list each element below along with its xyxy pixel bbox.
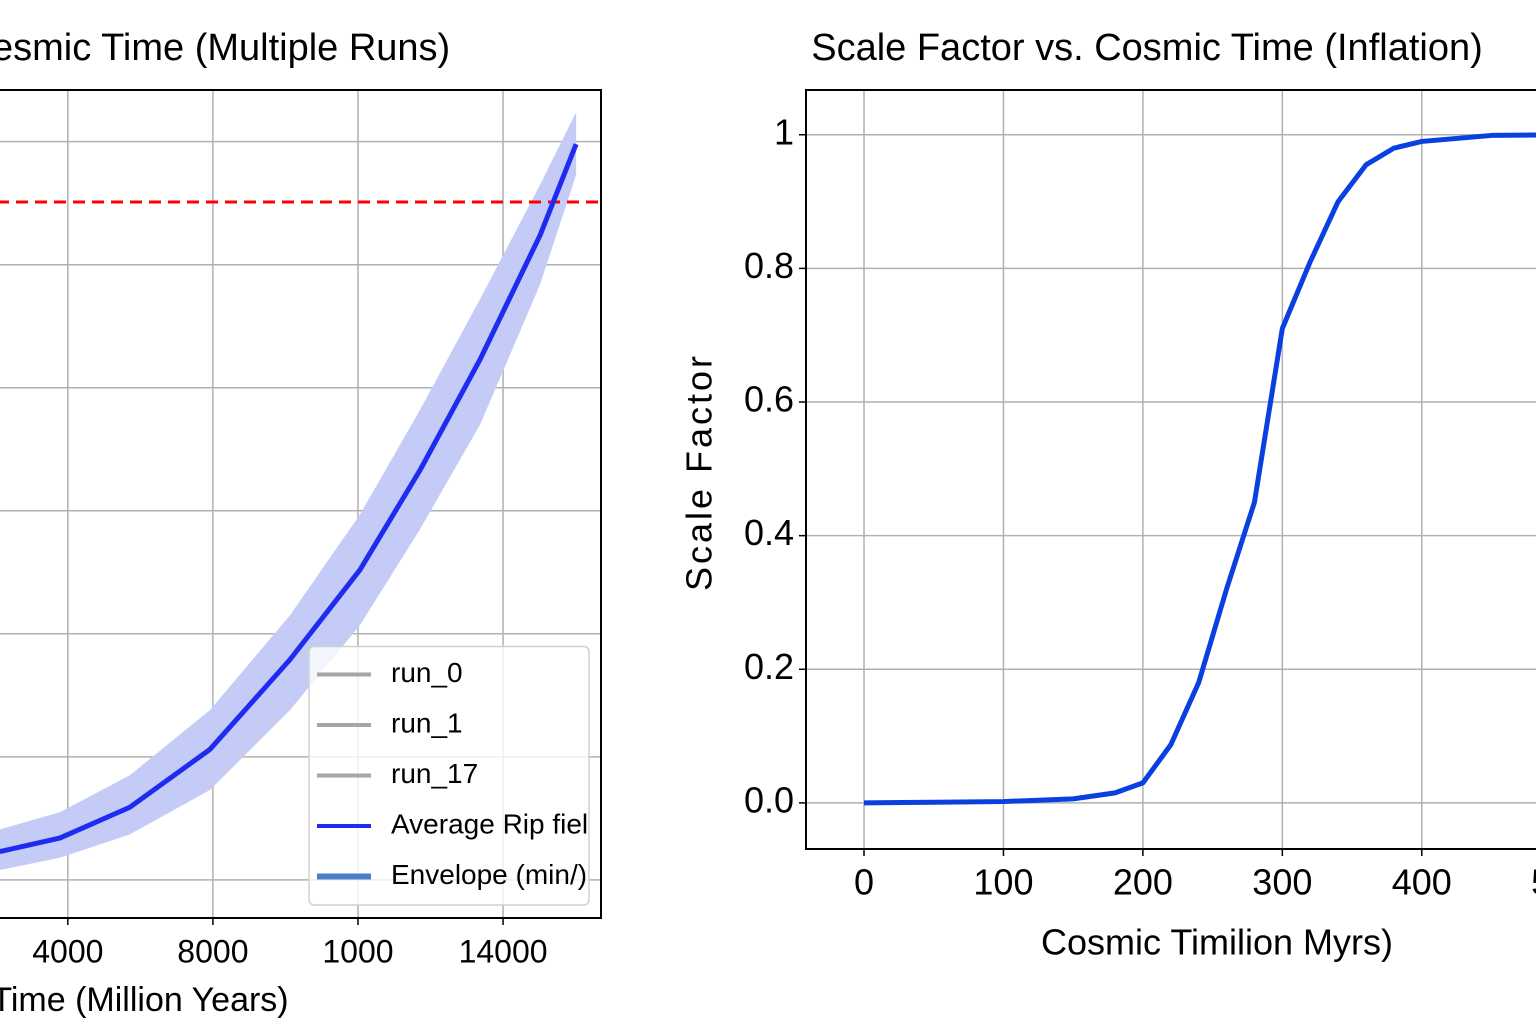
x-tick-label: 14000: [459, 933, 548, 969]
x-tick-label: 8000: [177, 933, 248, 969]
x-tick-label: 100: [973, 862, 1033, 903]
y-tick-label: 0.6: [744, 379, 794, 420]
series-line: [863, 132, 1536, 806]
legend-label: run_17: [391, 758, 478, 789]
x-axis-label: Cosmic Timilion Myrs): [1041, 922, 1393, 963]
axes-frame: [805, 89, 1536, 850]
series-line: [0, 143, 579, 855]
x-tick-label: 300: [1252, 862, 1312, 903]
legend-label: run_0: [391, 657, 463, 688]
y-tick-label: 0.4: [744, 512, 794, 553]
x-tick-label: 1000: [322, 933, 393, 969]
legend-label: Average Rip fiel: [391, 808, 588, 839]
legend-label: Envelope (min/): [391, 859, 587, 890]
x-tick-label: 4000: [32, 933, 103, 969]
plot: 4000 8000 1000 14000 run_0 run_1 run_17 Average…: [0, 89, 602, 969]
x-tick-label: 200: [1113, 862, 1173, 903]
x-tick-label: 0: [854, 862, 874, 903]
x-tick-label: 400: [1392, 862, 1452, 903]
y-tick-label: 0.0: [744, 779, 794, 820]
axes-frame: [0, 89, 602, 919]
y-axis-label: Scale Factor: [679, 353, 720, 591]
y-tick-label: 1: [774, 111, 794, 152]
y-tick-label: 0.8: [744, 245, 794, 286]
plot: 0 100 200 300 400 500 0.0 0.2 0.4 0.6 0.8 1: [744, 89, 1536, 903]
legend-label: run_1: [391, 707, 463, 738]
y-tick-label: 0.2: [744, 646, 794, 687]
chart-title: esmic Time (Multiple Runs): [0, 27, 450, 69]
x-tick-label: 500: [1531, 862, 1536, 903]
x-axis-label: Time (Million Years): [0, 981, 289, 1019]
legend-box: [308, 645, 590, 906]
chart-title: Scale Factor vs. Cosmic Time (Inflation): [811, 27, 1483, 69]
